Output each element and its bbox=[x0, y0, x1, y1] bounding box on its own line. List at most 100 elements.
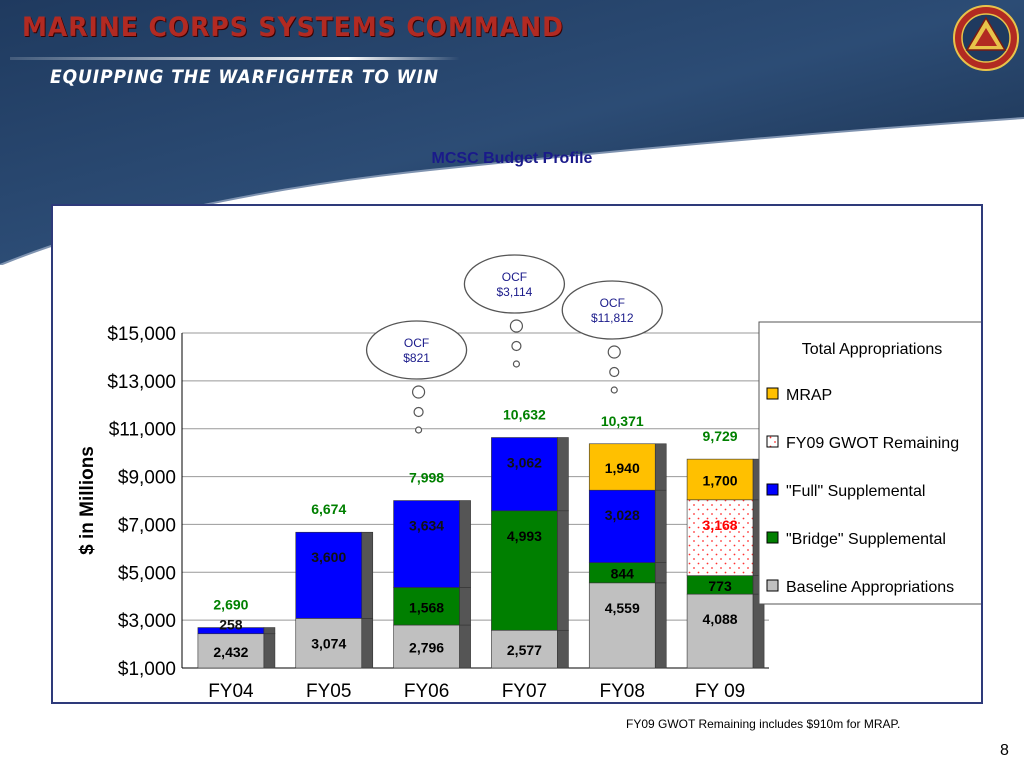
legend-swatch-bridge bbox=[766, 531, 779, 544]
data-label-baseline: 4,088 bbox=[703, 611, 738, 627]
ocf-bubble-trail bbox=[509, 319, 524, 333]
bar-gwot bbox=[686, 499, 754, 576]
ocf-label: OCF bbox=[600, 296, 625, 310]
bar-side bbox=[557, 510, 569, 631]
bar-side bbox=[752, 593, 765, 669]
bar-bridge bbox=[491, 510, 558, 631]
ocf-value: $3,114 bbox=[497, 285, 533, 299]
x-tick-label: FY 09 bbox=[695, 681, 745, 702]
ocf-bubble-trail bbox=[414, 426, 423, 434]
bar-side bbox=[459, 624, 471, 669]
data-label-baseline: 2,432 bbox=[213, 644, 248, 660]
bar-baseline bbox=[686, 593, 754, 669]
ocf-bubble-trail bbox=[512, 360, 521, 368]
x-tick-label: FY07 bbox=[502, 681, 547, 702]
x-tick-label: FY06 bbox=[404, 681, 449, 702]
legend-swatch-mrap bbox=[766, 387, 779, 400]
ocf-value: $821 bbox=[403, 351, 430, 365]
legend-swatch-gwot bbox=[766, 435, 779, 448]
legend-entry-full: "Full" Supplemental bbox=[786, 483, 925, 500]
data-label-bridge: 4,993 bbox=[507, 528, 542, 544]
bar-side bbox=[654, 562, 667, 584]
y-tick-label: $9,000 bbox=[118, 468, 176, 489]
bar-side bbox=[361, 618, 374, 669]
x-tick-label: FY04 bbox=[208, 681, 254, 702]
total-label: 10,632 bbox=[503, 407, 546, 423]
y-tick-label: $5,000 bbox=[118, 563, 176, 584]
ocf-bubble bbox=[561, 280, 663, 340]
legend-swatch-full bbox=[766, 483, 779, 496]
data-label-baseline: 2,796 bbox=[409, 640, 444, 656]
data-label-bridge: 844 bbox=[611, 566, 635, 582]
y-axis-label: $ in Millions bbox=[77, 446, 98, 555]
ocf-label: OCF bbox=[502, 270, 527, 284]
ocf-value: $11,812 bbox=[591, 311, 634, 325]
bar-side bbox=[263, 627, 276, 635]
ocf-bubble bbox=[463, 254, 566, 314]
data-label-full: 3,028 bbox=[605, 507, 640, 523]
data-label-mrap: 1,700 bbox=[703, 472, 738, 488]
data-label-gwot: 3,168 bbox=[703, 517, 738, 533]
data-label-baseline: 4,559 bbox=[605, 600, 640, 616]
y-tick-label: $1,000 bbox=[118, 659, 176, 680]
tagline: EQUIPPING THE WARFIGHTER TO WIN bbox=[50, 66, 439, 88]
bar-side bbox=[459, 587, 471, 626]
data-label-full: 3,600 bbox=[311, 549, 346, 565]
y-tick-label: $7,000 bbox=[118, 515, 176, 536]
bar-mrap bbox=[588, 443, 656, 491]
legend-title: Total Appropriations bbox=[802, 341, 943, 358]
legend-entry-mrap: MRAP bbox=[786, 387, 832, 404]
total-label: 2,690 bbox=[213, 597, 248, 613]
command-seal-logo bbox=[953, 5, 1019, 71]
bar-full bbox=[491, 437, 558, 512]
data-label-full: 3,062 bbox=[507, 455, 542, 471]
data-label-bridge: 1,568 bbox=[409, 599, 444, 615]
data-label-bridge: 773 bbox=[708, 578, 732, 594]
bar-bridge bbox=[393, 587, 460, 626]
bar-side bbox=[654, 582, 667, 669]
legend-entry-gwot: FY09 GWOT Remaining bbox=[786, 435, 959, 452]
data-label-full: 3,634 bbox=[409, 518, 444, 534]
ocf-bubble-trail bbox=[413, 406, 424, 418]
total-label: 6,674 bbox=[311, 501, 346, 517]
org-name: MARINE CORPS SYSTEMS COMMAND bbox=[22, 12, 564, 43]
ocf-bubble-trail bbox=[607, 345, 621, 359]
bar-side bbox=[557, 629, 569, 669]
bar-side bbox=[263, 633, 276, 669]
chart-panel: $1,000 $3,000 $5,000 $7,000 $9,000 $11,000 $13… bbox=[51, 204, 983, 704]
y-tick-label: $13,000 bbox=[107, 372, 176, 393]
legend-swatch-baseline bbox=[766, 579, 779, 592]
ocf-bubble-trail bbox=[511, 340, 522, 352]
ocf-bubble bbox=[365, 320, 468, 380]
chart-title-wrap: MCSC Budget Profile bbox=[0, 150, 1024, 168]
data-label-full: 258 bbox=[219, 617, 243, 633]
budget-chart: $1,000 $3,000 $5,000 $7,000 $9,000 $11,000 $13… bbox=[77, 254, 981, 702]
y-tick-label: $3,000 bbox=[118, 611, 176, 632]
page-number: 8 bbox=[1000, 742, 1009, 759]
bar-baseline bbox=[588, 582, 656, 669]
y-tick-label: $15,000 bbox=[107, 324, 176, 345]
bar-baseline bbox=[295, 618, 363, 669]
ocf-bubble-trail bbox=[609, 366, 620, 378]
chart-title: MCSC Budget Profile bbox=[431, 150, 593, 167]
total-label: 7,998 bbox=[409, 470, 444, 486]
bar-full bbox=[393, 500, 460, 588]
data-label-baseline: 3,074 bbox=[311, 635, 346, 651]
bar-full bbox=[295, 531, 363, 619]
bar-side bbox=[459, 500, 471, 588]
bar-side bbox=[361, 531, 374, 619]
ocf-bubble-trail bbox=[610, 386, 618, 394]
footnote: FY09 GWOT Remaining includes $910m for M… bbox=[626, 717, 901, 731]
legend-entry-bridge: "Bridge" Supplemental bbox=[786, 531, 946, 548]
legend-box bbox=[758, 321, 981, 605]
bar-side bbox=[654, 443, 667, 491]
bar-side bbox=[557, 437, 569, 512]
header-stripe bbox=[10, 57, 460, 60]
x-tick-label: FY08 bbox=[600, 681, 645, 702]
ocf-label: OCF bbox=[404, 336, 429, 350]
total-label: 9,729 bbox=[703, 428, 738, 444]
bar-side bbox=[654, 489, 667, 563]
y-tick-label: $11,000 bbox=[109, 420, 176, 441]
legend-entry-baseline: Baseline Appropriations bbox=[786, 579, 954, 596]
bar-mrap bbox=[686, 458, 754, 501]
